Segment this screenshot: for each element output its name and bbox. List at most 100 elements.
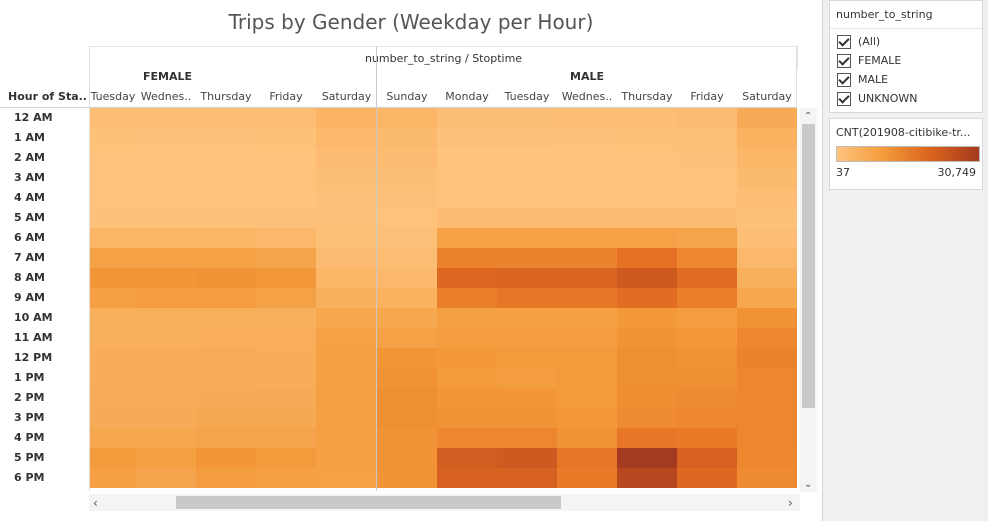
heatmap-cell[interactable] bbox=[196, 228, 256, 248]
heatmap-cell[interactable] bbox=[437, 348, 497, 368]
heatmap-cell[interactable] bbox=[377, 308, 437, 328]
heatmap-cell[interactable] bbox=[617, 328, 677, 348]
heatmap-cell[interactable] bbox=[377, 468, 437, 488]
heatmap-cell[interactable] bbox=[617, 268, 677, 288]
heatmap-cell[interactable] bbox=[497, 228, 557, 248]
heatmap-cell[interactable] bbox=[316, 428, 377, 448]
hour-label[interactable]: 2 AM bbox=[14, 151, 45, 164]
heatmap-cell[interactable] bbox=[557, 448, 617, 468]
filter-item-unknown[interactable]: UNKNOWN bbox=[830, 89, 982, 108]
heatmap-cell[interactable] bbox=[136, 228, 196, 248]
female-group-header[interactable]: FEMALE bbox=[143, 70, 193, 83]
heatmap-cell[interactable] bbox=[90, 108, 136, 128]
heatmap-cell[interactable] bbox=[497, 148, 557, 168]
heatmap-cell[interactable] bbox=[316, 268, 377, 288]
heatmap-cell[interactable] bbox=[256, 268, 316, 288]
heatmap-cell[interactable] bbox=[377, 228, 437, 248]
heatmap-cell[interactable] bbox=[557, 428, 617, 448]
heatmap-cell[interactable] bbox=[437, 228, 497, 248]
heatmap-cell[interactable] bbox=[377, 448, 437, 468]
heatmap-cell[interactable] bbox=[617, 388, 677, 408]
heatmap-cell[interactable] bbox=[497, 428, 557, 448]
checkbox-checked-icon[interactable] bbox=[837, 53, 851, 68]
heatmap-cell[interactable] bbox=[136, 208, 196, 228]
heatmap-cell[interactable] bbox=[377, 148, 437, 168]
heatmap-cell[interactable] bbox=[196, 188, 256, 208]
heatmap-cell[interactable] bbox=[617, 368, 677, 388]
heatmap-cell[interactable] bbox=[557, 188, 617, 208]
heatmap-cell[interactable] bbox=[136, 408, 196, 428]
checkbox-checked-icon[interactable] bbox=[837, 91, 851, 106]
heatmap-cell[interactable] bbox=[437, 188, 497, 208]
heatmap-cell[interactable] bbox=[677, 308, 737, 328]
day-header-female-tuesday[interactable]: Tuesday bbox=[90, 90, 136, 103]
heatmap-cell[interactable] bbox=[316, 448, 377, 468]
heatmap-cell[interactable] bbox=[677, 208, 737, 228]
heatmap-cell[interactable] bbox=[256, 208, 316, 228]
heatmap-cell[interactable] bbox=[136, 448, 196, 468]
day-header-female-friday[interactable]: Friday bbox=[269, 90, 303, 103]
filter-item-male[interactable]: MALE bbox=[830, 70, 982, 89]
heatmap-cell[interactable] bbox=[316, 108, 377, 128]
heatmap-cell[interactable] bbox=[196, 168, 256, 188]
scroll-right-icon[interactable]: › bbox=[788, 496, 793, 510]
heatmap-cell[interactable] bbox=[677, 128, 737, 148]
heatmap-cell[interactable] bbox=[196, 428, 256, 448]
heatmap-cell[interactable] bbox=[497, 108, 557, 128]
heatmap-cell[interactable] bbox=[737, 148, 797, 168]
heatmap-cell[interactable] bbox=[437, 408, 497, 428]
heatmap-cell[interactable] bbox=[497, 268, 557, 288]
checkbox-checked-icon[interactable] bbox=[837, 72, 851, 87]
heatmap-cell[interactable] bbox=[136, 108, 196, 128]
heatmap-cell[interactable] bbox=[377, 348, 437, 368]
heatmap-cell[interactable] bbox=[90, 388, 136, 408]
day-header-male-saturday[interactable]: Saturday bbox=[742, 90, 792, 103]
heatmap-cell[interactable] bbox=[497, 448, 557, 468]
heatmap-cell[interactable] bbox=[136, 428, 196, 448]
heatmap-cell[interactable] bbox=[677, 168, 737, 188]
heatmap-cell[interactable] bbox=[316, 248, 377, 268]
heatmap-cell[interactable] bbox=[437, 448, 497, 468]
heatmap-cell[interactable] bbox=[316, 188, 377, 208]
heatmap-cell[interactable] bbox=[437, 388, 497, 408]
heatmap-cell[interactable] bbox=[737, 328, 797, 348]
heatmap-cell[interactable] bbox=[677, 348, 737, 368]
horizontal-scroll-thumb[interactable] bbox=[176, 496, 561, 509]
hour-label[interactable]: 12 AM bbox=[14, 111, 53, 124]
heatmap-cell[interactable] bbox=[737, 468, 797, 488]
heatmap-cell[interactable] bbox=[256, 388, 316, 408]
heatmap-cell[interactable] bbox=[196, 328, 256, 348]
heatmap-cell[interactable] bbox=[136, 248, 196, 268]
heatmap-cell[interactable] bbox=[677, 188, 737, 208]
heatmap-cell[interactable] bbox=[617, 148, 677, 168]
heatmap-cell[interactable] bbox=[437, 208, 497, 228]
male-group-header[interactable]: MALE bbox=[570, 70, 604, 83]
heatmap-cell[interactable] bbox=[437, 288, 497, 308]
column-field-header[interactable]: number_to_string / Stoptime bbox=[89, 46, 798, 69]
heatmap-cell[interactable] bbox=[617, 168, 677, 188]
heatmap-cell[interactable] bbox=[256, 188, 316, 208]
heatmap-cell[interactable] bbox=[557, 308, 617, 328]
hour-label[interactable]: 12 PM bbox=[14, 351, 53, 364]
heatmap-cell[interactable] bbox=[617, 308, 677, 328]
heatmap-cell[interactable] bbox=[557, 268, 617, 288]
heatmap-cell[interactable] bbox=[256, 168, 316, 188]
heatmap-cell[interactable] bbox=[617, 248, 677, 268]
heatmap-cell[interactable] bbox=[437, 308, 497, 328]
filter-item-all[interactable]: (All) bbox=[830, 32, 982, 51]
heatmap-cell[interactable] bbox=[497, 168, 557, 188]
heatmap-cell[interactable] bbox=[617, 228, 677, 248]
day-header-female-saturday[interactable]: Saturday bbox=[321, 90, 372, 103]
heatmap-cell[interactable] bbox=[737, 368, 797, 388]
heatmap-cell[interactable] bbox=[90, 448, 136, 468]
scroll-up-icon[interactable]: ⌃ bbox=[804, 111, 813, 122]
heatmap-cell[interactable] bbox=[677, 448, 737, 468]
day-header-female-thursday[interactable]: Thursday bbox=[200, 90, 252, 103]
hour-label[interactable]: 7 AM bbox=[14, 251, 45, 264]
heatmap-cell[interactable] bbox=[256, 428, 316, 448]
heatmap-cell[interactable] bbox=[557, 408, 617, 428]
heatmap-cell[interactable] bbox=[316, 328, 377, 348]
heatmap-cell[interactable] bbox=[617, 468, 677, 488]
heatmap-cell[interactable] bbox=[256, 228, 316, 248]
heatmap-cell[interactable] bbox=[617, 448, 677, 468]
